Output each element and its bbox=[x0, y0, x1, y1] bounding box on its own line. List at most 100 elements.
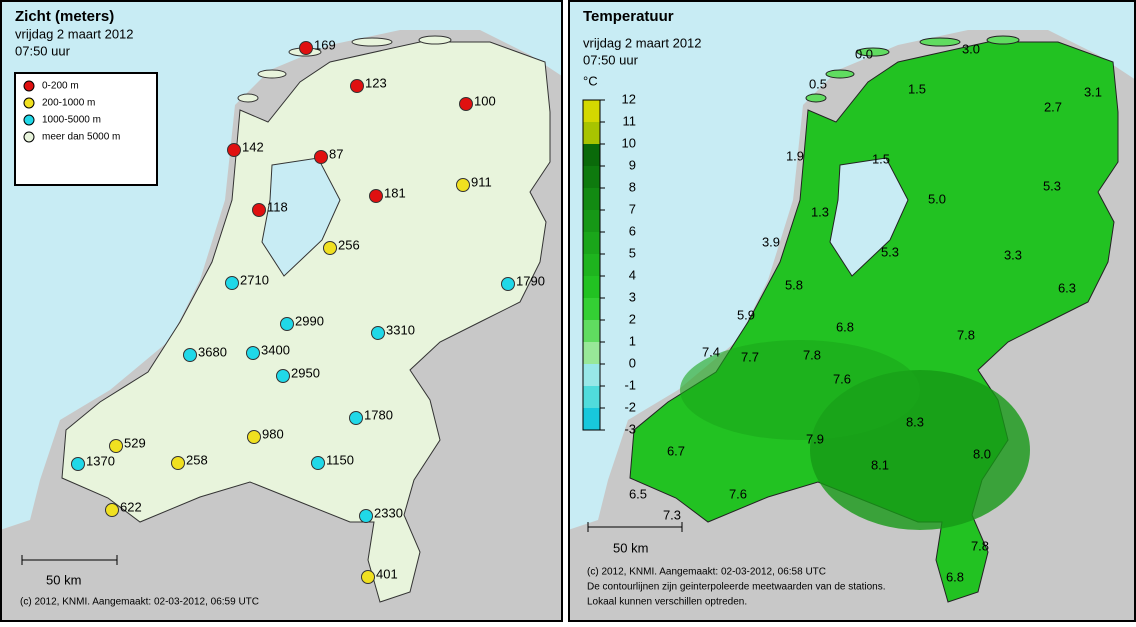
temperature-label: 7.6 bbox=[833, 371, 851, 386]
temperature-label: 1.3 bbox=[811, 204, 829, 219]
station-value: 2710 bbox=[240, 272, 269, 287]
station-value: 529 bbox=[124, 435, 146, 450]
station-marker bbox=[359, 509, 373, 523]
legend-swatch bbox=[23, 80, 35, 92]
left-frame bbox=[0, 0, 563, 622]
temperature-label: 1.5 bbox=[872, 151, 890, 166]
station-value: 100 bbox=[474, 93, 496, 108]
station-marker bbox=[299, 41, 313, 55]
legend-swatch bbox=[23, 97, 35, 109]
title: Zicht (meters) bbox=[15, 8, 114, 25]
station-marker bbox=[109, 439, 123, 453]
colorbar-tick-label: 6 bbox=[629, 223, 636, 238]
legend-swatch bbox=[23, 114, 35, 126]
colorbar-segment bbox=[583, 122, 600, 144]
station-value: 622 bbox=[120, 499, 142, 514]
colorbar-segment bbox=[583, 100, 600, 122]
station-marker bbox=[311, 456, 325, 470]
colorbar-tick-label: 8 bbox=[629, 179, 636, 194]
station-marker bbox=[225, 276, 239, 290]
temperature-label: 3.1 bbox=[1084, 84, 1102, 99]
temperature-label: 5.8 bbox=[785, 277, 803, 292]
temperature-label: 5.0 bbox=[928, 191, 946, 206]
right-map bbox=[568, 0, 1136, 622]
temperature-label: 0.5 bbox=[809, 76, 827, 91]
credit: (c) 2012, KNMI. Aangemaakt: 02-03-2012, … bbox=[587, 567, 826, 578]
temperature-label: 7.8 bbox=[803, 347, 821, 362]
temperature-label: 6.8 bbox=[946, 569, 964, 584]
colorbar-segment bbox=[583, 364, 600, 386]
temperature-label: 8.1 bbox=[871, 457, 889, 472]
colorbar-tick-label: 12 bbox=[622, 91, 636, 106]
temperature-label: 0.0 bbox=[855, 46, 873, 61]
credit: De contourlijnen zijn geinterpoleerde me… bbox=[587, 582, 886, 593]
station-marker bbox=[501, 277, 515, 291]
legend-label: 0-200 m bbox=[42, 81, 79, 92]
date: vrijdag 2 maart 2012 bbox=[583, 35, 702, 50]
unit: °C bbox=[583, 73, 598, 88]
colorbar-tick-label: 5 bbox=[629, 245, 636, 260]
colorbar-frame bbox=[582, 99, 601, 431]
station-marker bbox=[71, 457, 85, 471]
station-marker bbox=[323, 241, 337, 255]
legend-label: meer dan 5000 m bbox=[42, 132, 120, 143]
station-value: 169 bbox=[314, 37, 336, 52]
temperature-label: 5.9 bbox=[737, 307, 755, 322]
colorbar-segment bbox=[583, 408, 600, 430]
station-value: 911 bbox=[471, 174, 492, 189]
temperature-label: 6.7 bbox=[667, 443, 685, 458]
date: vrijdag 2 maart 2012 bbox=[15, 26, 134, 41]
colorbar-tick-label: -3 bbox=[624, 421, 636, 436]
station-marker bbox=[361, 570, 375, 584]
colorbar-segment bbox=[583, 386, 600, 408]
colorbar-segment bbox=[583, 298, 600, 320]
colorbar-segment bbox=[583, 342, 600, 364]
temperature-label: 7.8 bbox=[957, 327, 975, 342]
station-marker bbox=[456, 178, 470, 192]
temperature-label: 3.9 bbox=[762, 234, 780, 249]
station-marker bbox=[371, 326, 385, 340]
colorbar-segment bbox=[583, 210, 600, 232]
time: 07:50 uur bbox=[15, 43, 71, 58]
station-marker bbox=[314, 150, 328, 164]
temperature-label: 7.6 bbox=[729, 486, 747, 501]
station-value: 118 bbox=[267, 199, 288, 214]
station-value: 2990 bbox=[295, 313, 324, 328]
colorbar-tick-label: 2 bbox=[629, 311, 636, 326]
temperature-label: 1.5 bbox=[908, 81, 926, 96]
temperature-label: 5.3 bbox=[881, 244, 899, 259]
station-marker bbox=[247, 430, 261, 444]
temperature-label: 8.0 bbox=[973, 446, 991, 461]
station-value: 980 bbox=[262, 426, 284, 441]
station-marker bbox=[276, 369, 290, 383]
station-marker bbox=[280, 317, 294, 331]
credit: Lokaal kunnen verschillen optreden. bbox=[587, 597, 747, 608]
temperature-label: 7.3 bbox=[663, 507, 681, 522]
station-value: 87 bbox=[329, 146, 343, 161]
colorbar-tick-label: -1 bbox=[624, 377, 636, 392]
colorbar-tick-label: 0 bbox=[629, 355, 636, 370]
colorbar-tick-label: 11 bbox=[623, 113, 637, 128]
station-value: 1790 bbox=[516, 273, 545, 288]
legend-label: 200-1000 m bbox=[42, 98, 95, 109]
temperature-label: 7.8 bbox=[971, 538, 989, 553]
temperature-label: 3.3 bbox=[1004, 247, 1022, 262]
temperature-label: 7.7 bbox=[741, 349, 759, 364]
colorbar-segment bbox=[583, 144, 600, 166]
temperature-label: 7.9 bbox=[806, 431, 824, 446]
colorbar-tick-label: -2 bbox=[624, 399, 636, 414]
station-value: 142 bbox=[242, 139, 264, 154]
colorbar-tick-label: 7 bbox=[629, 201, 636, 216]
temperature-label: 2.7 bbox=[1044, 99, 1062, 114]
temperature-label: 6.5 bbox=[629, 486, 647, 501]
colorbar-tick-label: 10 bbox=[622, 135, 636, 150]
legend-swatch bbox=[23, 131, 35, 143]
station-value: 1150 bbox=[326, 452, 354, 467]
colorbar-segment bbox=[583, 188, 600, 210]
colorbar-tick-label: 1 bbox=[629, 333, 636, 348]
colorbar-segment bbox=[583, 320, 600, 342]
station-value: 123 bbox=[365, 75, 387, 90]
